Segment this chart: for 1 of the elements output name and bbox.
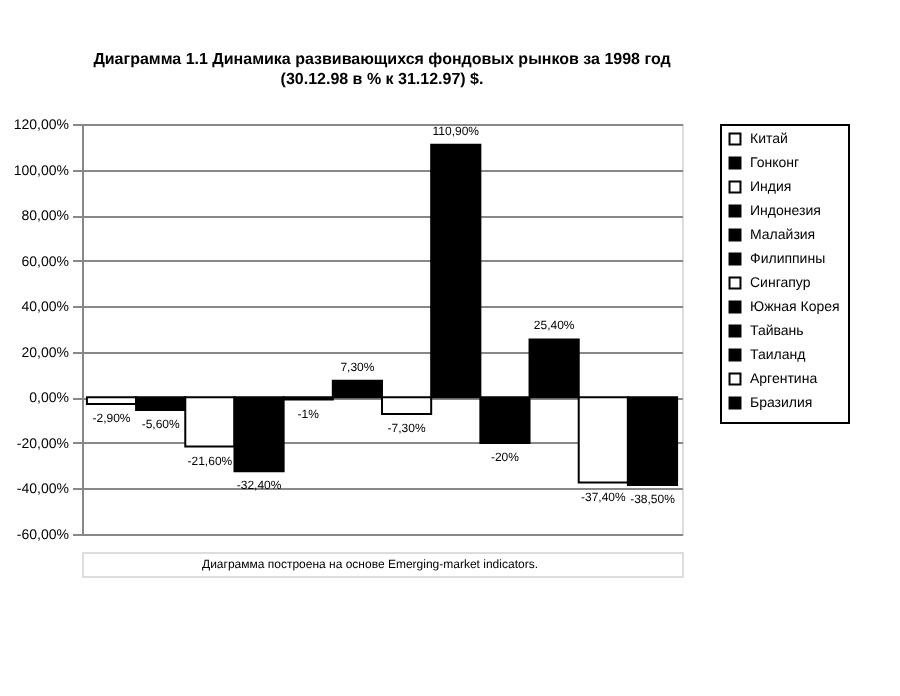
chart-title: Диаграмма 1.1 Динамика развивающихся фондовых рынков за 1998 год (30.12.98 в % к 31.12.97) $.	[93, 50, 671, 88]
